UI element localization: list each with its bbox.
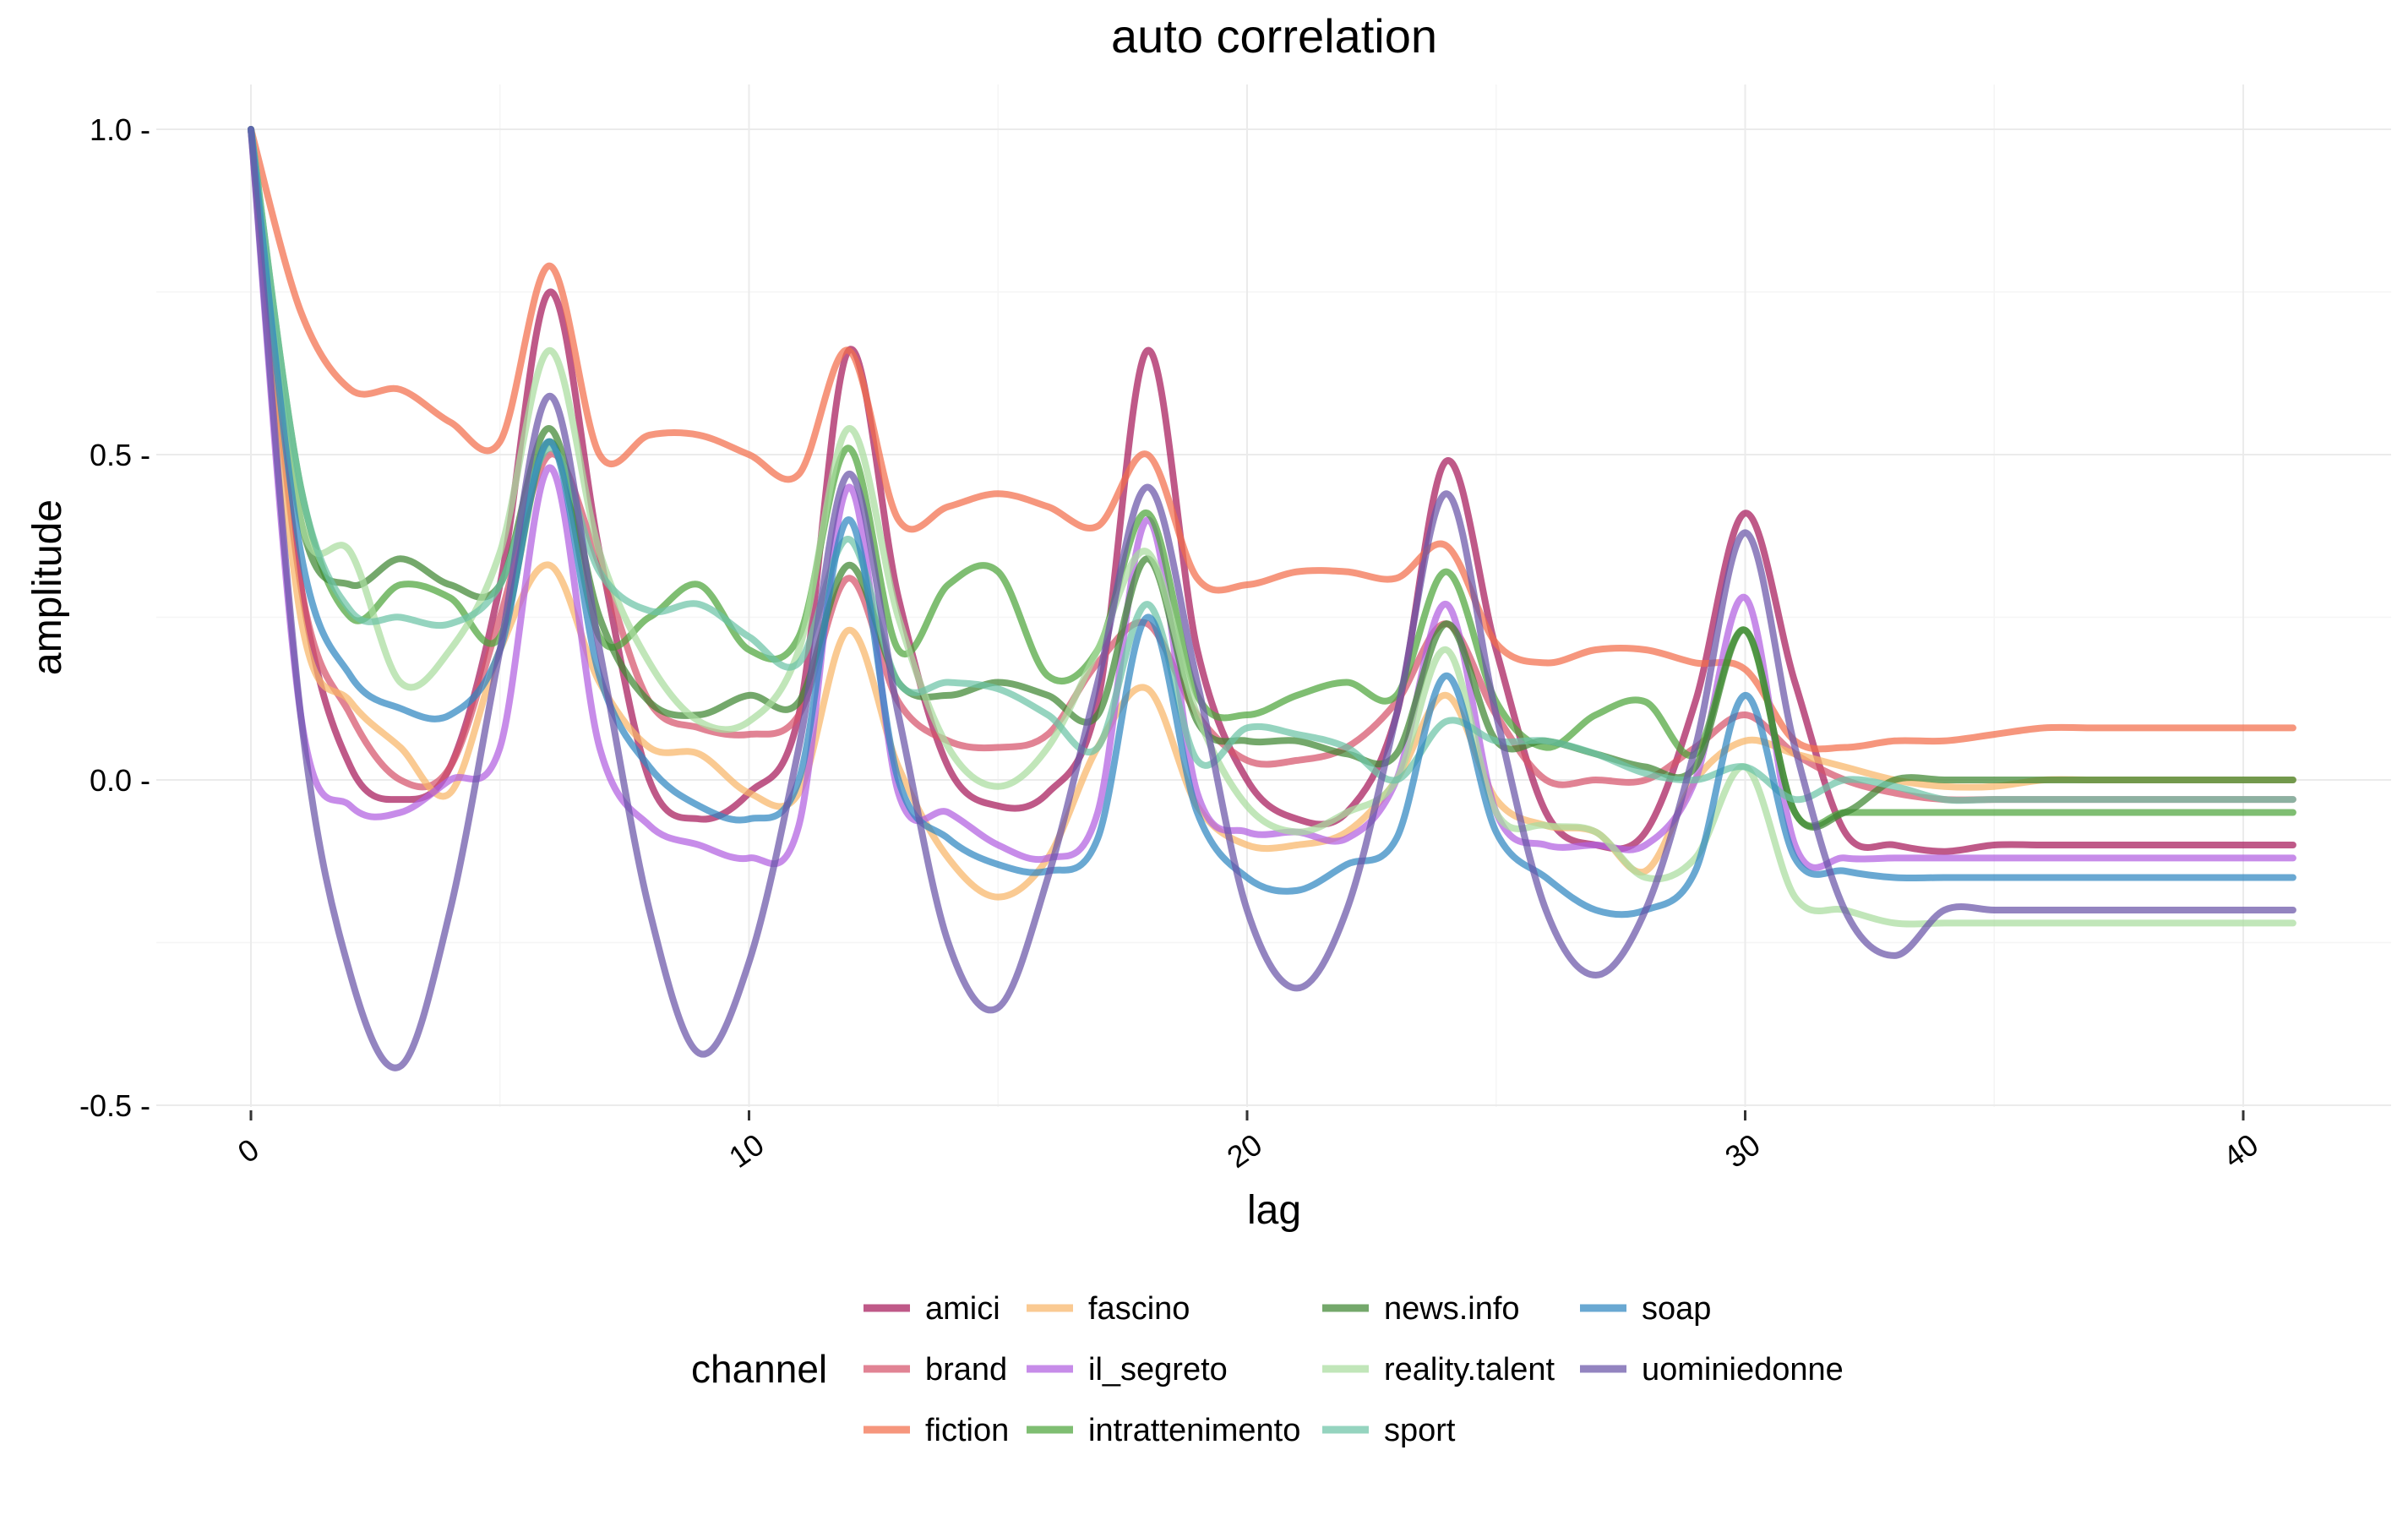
legend-label-brand: brand xyxy=(925,1352,1007,1387)
x-tick-label: 10 xyxy=(722,1126,770,1175)
x-tick-label: 30 xyxy=(1719,1126,1766,1175)
y-tick-label: 0.5 - xyxy=(90,438,150,472)
series-line-reality-talent xyxy=(248,126,2296,928)
legend-label-reality-talent: reality.talent xyxy=(1384,1352,1555,1387)
legend-label-uominiedonne: uominiedonne xyxy=(1642,1352,1844,1387)
legend-label-news-info: news.info xyxy=(1384,1291,1520,1327)
y-tick-label: -0.5 - xyxy=(79,1088,150,1123)
chart-title: auto correlation xyxy=(1111,9,1437,63)
series-line-il-segreto xyxy=(248,126,2296,871)
y-tick-label: 0.0 - xyxy=(90,763,150,798)
series-line-uominiedonne xyxy=(248,126,2296,1071)
legend-title: channel xyxy=(691,1347,827,1391)
y-axis-title: amplitude xyxy=(25,499,70,675)
x-axis-title: lag xyxy=(1247,1188,1301,1233)
series-line-soap xyxy=(248,126,2296,919)
y-tick-label: 1.0 - xyxy=(90,112,150,147)
series-line-amici xyxy=(248,126,2296,855)
legend-label-soap: soap xyxy=(1642,1291,1711,1327)
legend-label-intrattenimento: intrattenimento xyxy=(1088,1413,1300,1448)
legend-label-il-segreto: il_segreto xyxy=(1088,1352,1228,1387)
x-tick-label: 20 xyxy=(1221,1126,1268,1175)
x-tick-label: 0 xyxy=(232,1131,265,1169)
legend-label-sport: sport xyxy=(1384,1413,1456,1448)
series-lines xyxy=(248,126,2296,1071)
legend: channel amici brand fiction fascino il_segre… xyxy=(691,1291,1844,1448)
x-tick-label: 40 xyxy=(2217,1126,2264,1175)
legend-label-amici: amici xyxy=(925,1291,1000,1327)
legend-label-fascino: fascino xyxy=(1088,1291,1190,1327)
legend-label-fiction: fiction xyxy=(925,1413,1009,1448)
series-line-fiction xyxy=(248,126,2296,753)
